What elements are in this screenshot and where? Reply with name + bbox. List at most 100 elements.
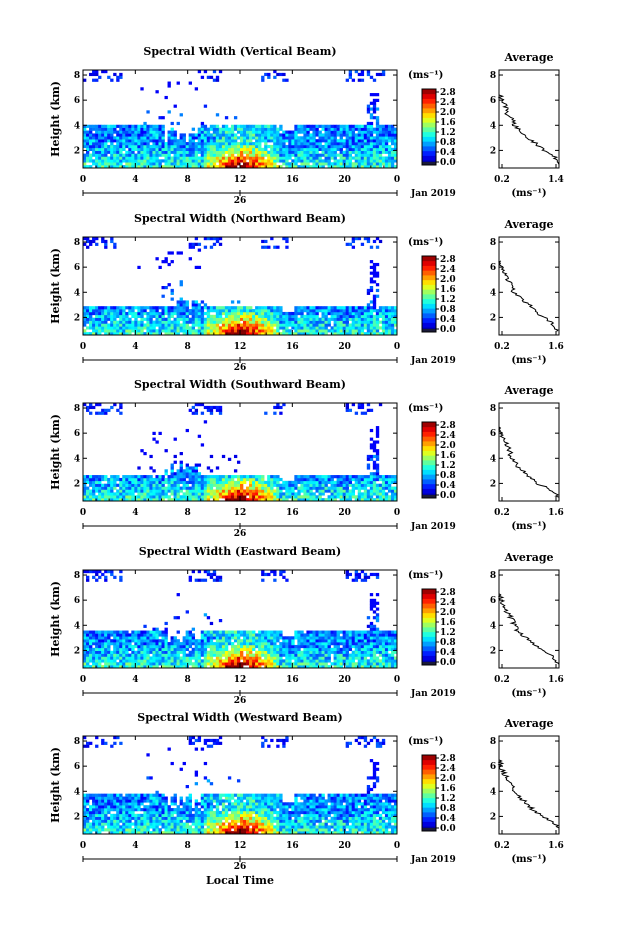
heatmap-cell [390,498,395,502]
heatmap-cell [167,130,171,134]
heatmap-cell [134,320,138,324]
heatmap-cell [267,492,271,496]
heatmap-cell [224,133,229,137]
heatmap-cell [212,492,217,496]
heatmap-cell [161,150,165,154]
heatmap-cell [224,127,229,131]
heatmap-cell [215,639,220,643]
heatmap-cell [324,314,328,318]
heatmap-cell [363,147,368,151]
heatmap-cell [227,329,232,333]
heatmap-cell [104,323,108,327]
heatmap-cell [185,150,189,154]
heatmap-cell [119,127,123,131]
heatmap-cell [384,492,389,496]
heatmap-cell [164,633,168,637]
heatmap-cell [113,636,117,640]
heatmap-cell [98,633,102,637]
heatmap-cell [375,323,380,327]
heatmap-cell [357,136,362,140]
heatmap-cell [206,630,211,634]
heatmap-cell [152,633,156,637]
heatmap-cell [194,653,199,657]
heatmap-cell [360,136,365,140]
heatmap-cell [134,144,138,149]
heatmap-cell [282,153,286,157]
heatmap-cell [146,142,150,146]
heatmap-cell [182,659,186,663]
heatmap-cell [128,477,132,482]
heatmap-cell [378,159,383,163]
heatmap-cell [206,570,211,574]
heatmap-cell [297,153,301,157]
heatmap-cell [164,636,168,640]
colorbar-segment [422,460,436,466]
heatmap-cell [155,142,159,146]
heatmap-cell [279,133,283,137]
heatmap-cell [98,486,102,490]
heatmap-cell [252,329,256,333]
heatmap-cell [267,498,271,502]
heatmap-cell [137,636,141,640]
heatmap-cell [218,633,223,637]
colorbar-segment [422,308,436,314]
heatmap-cell [134,642,138,646]
heatmap-cell [218,147,223,151]
heatmap-cell [270,642,274,646]
heatmap-cell [179,311,183,316]
heatmap-cell [188,659,192,663]
heatmap-cell [194,647,199,651]
heatmap-cell [240,642,244,646]
heatmap-cell [255,320,259,324]
profile-line [498,260,559,332]
heatmap-cell [92,323,96,327]
heatmap-cell [113,314,117,318]
heatmap-cell [375,283,380,287]
heatmap-cell [191,142,196,146]
heatmap-cell [182,317,186,321]
heatmap-cell [173,665,177,669]
heatmap-cell [312,317,316,321]
heatmap-cell [110,156,114,160]
heatmap-cell [366,403,371,407]
heatmap-cell [209,647,214,651]
x-tick-label: 0 [394,175,400,185]
heatmap-cell [224,656,229,660]
heatmap-cell [351,150,356,154]
heatmap-cell [360,133,365,137]
heatmap-cell [95,498,99,502]
heatmap-cell [116,142,120,146]
heatmap-cell [137,486,141,490]
heatmap-cell [182,665,186,669]
heatmap-cell [282,647,286,651]
heatmap-cell [95,570,99,574]
heatmap-cell [279,332,283,336]
heatmap-cell [236,460,241,464]
heatmap-cell [321,498,325,502]
heatmap-cell [261,498,265,502]
heatmap-cell [381,142,386,146]
heatmap-cell [300,489,304,493]
heatmap-cell [264,489,268,493]
heatmap-cell [155,90,159,94]
heatmap-cell [170,309,174,313]
heatmap-cell [158,306,162,310]
heatmap-cell [227,489,232,493]
heatmap-cell [342,159,346,163]
heatmap-cell [330,480,334,484]
heatmap-cell [161,320,165,324]
heatmap-cell [176,593,180,597]
heatmap-cell [173,636,177,640]
heatmap-cell [264,644,268,649]
heatmap-cell [161,486,165,490]
heatmap-cell [152,639,156,643]
heatmap-cell [270,133,274,137]
heatmap-cell [381,323,386,327]
heatmap-cell [107,323,111,327]
colorbar-label: (ms⁻¹) [408,237,443,248]
heatmap-cell [233,633,238,637]
heatmap-cell [273,475,277,479]
heatmap-cell [390,124,395,128]
heatmap-cell [360,320,365,324]
heatmap-cell [191,314,196,318]
